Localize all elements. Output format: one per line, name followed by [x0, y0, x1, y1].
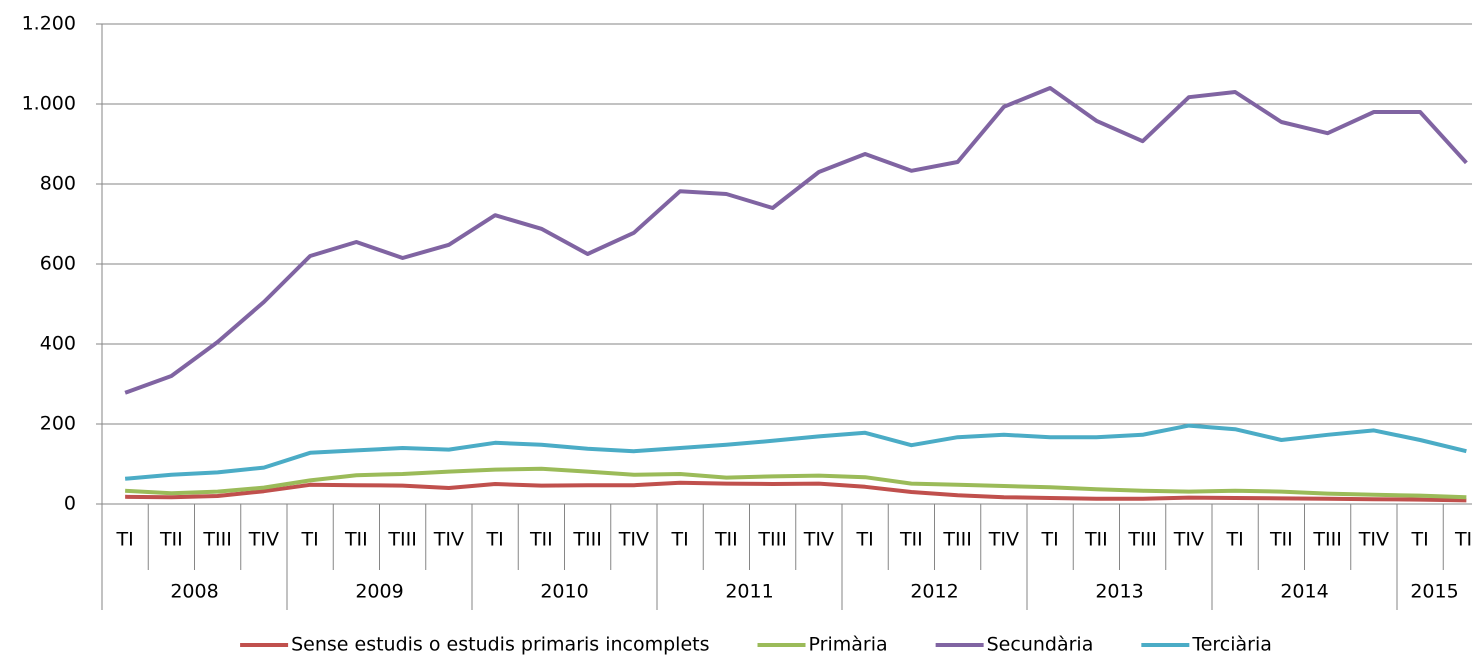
- x-tick-label: TII: [529, 529, 553, 551]
- x-group-label: 2012: [910, 581, 958, 603]
- x-tick-label: TII: [714, 529, 738, 551]
- series-line: [124, 86, 1468, 395]
- x-tick-label: TI: [486, 529, 504, 551]
- x-group-label: 2014: [1280, 581, 1328, 603]
- legend-label: Terciària: [1191, 634, 1272, 655]
- x-tick-label: TIV: [618, 529, 649, 551]
- x-tick-label: TI: [116, 529, 134, 551]
- x-tick-label: TI: [301, 529, 319, 551]
- y-tick-label: 400: [40, 333, 76, 355]
- x-tick-label: TI: [1226, 529, 1244, 551]
- x-tick-label: TIII: [387, 529, 416, 551]
- x-group-label: 2010: [540, 581, 588, 603]
- series-line: [124, 423, 1467, 481]
- x-tick-label: TII: [1454, 529, 1472, 551]
- x-tick-label: TII: [1269, 529, 1293, 551]
- x-tick-label: TI: [1041, 529, 1059, 551]
- x-tick-label: TIV: [1173, 529, 1204, 551]
- x-tick-label: TIV: [988, 529, 1019, 551]
- x-tick-label: TIV: [803, 529, 834, 551]
- x-tick-label: TII: [159, 529, 183, 551]
- y-tick-label: 0: [64, 493, 76, 515]
- x-tick-label: TIII: [1312, 529, 1341, 551]
- legend-label: Secundària: [987, 634, 1094, 655]
- x-group-label: 2013: [1095, 581, 1143, 603]
- y-tick-label: 1.200: [22, 13, 76, 35]
- x-tick-label: TII: [899, 529, 923, 551]
- x-group-label: 2015: [1410, 581, 1458, 603]
- x-tick-label: TIII: [757, 529, 786, 551]
- x-tick-label: TI: [671, 529, 689, 551]
- x-tick-label: TIII: [942, 529, 971, 551]
- x-group-label: 2011: [725, 581, 773, 603]
- x-group-label: 2008: [170, 581, 218, 603]
- x-tick-label: TI: [1411, 529, 1429, 551]
- x-tick-label: TIV: [1358, 529, 1389, 551]
- x-tick-label: TII: [344, 529, 368, 551]
- x-tick-label: TIII: [572, 529, 601, 551]
- x-tick-label: TIII: [1127, 529, 1156, 551]
- x-tick-label: TIII: [202, 529, 231, 551]
- y-tick-label: 200: [40, 413, 76, 435]
- x-tick-label: TI: [856, 529, 874, 551]
- x-tick-label: TIV: [248, 529, 279, 551]
- series-line: [125, 480, 1467, 503]
- y-tick-label: 1.000: [22, 93, 76, 115]
- x-tick-label: TII: [1084, 529, 1108, 551]
- x-group-label: 2009: [355, 581, 403, 603]
- y-tick-label: 600: [40, 253, 76, 275]
- y-tick-label: 800: [40, 173, 76, 195]
- series-line: [125, 466, 1467, 500]
- x-tick-label: TIV: [433, 529, 464, 551]
- legend-label: Sense estudis o estudis primaris incompl…: [291, 634, 709, 655]
- legend-label: Primària: [809, 634, 888, 655]
